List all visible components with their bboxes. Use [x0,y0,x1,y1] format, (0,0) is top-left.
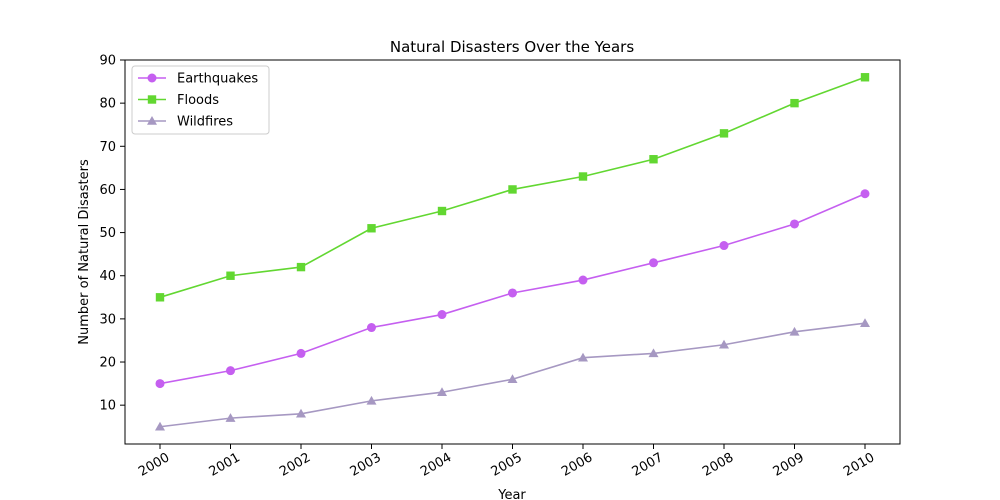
x-tick-label: 2009 [771,450,807,480]
y-tick-label: 40 [99,269,116,284]
legend-box [131,65,270,135]
data-point-earthquakes [790,219,799,229]
data-point-earthquakes [226,366,235,376]
x-tick-label: 2010 [841,450,877,480]
legend-item-floods: Floods [138,93,219,108]
x-tick-label: 2005 [489,450,525,480]
data-point-wildfires [296,408,306,418]
data-point-floods [296,262,306,272]
data-point-earthquakes [437,310,447,320]
y-axis: 10 20 30 40 50 60 70 80 90 [99,54,125,414]
data-point-wildfires [578,352,588,362]
y-tick-label: 80 [99,97,116,112]
data-point-earthquakes [649,258,658,268]
data-point-wildfires [789,326,800,336]
y-tick-label: 90 [99,54,116,69]
data-point-wildfires [648,348,659,358]
series-floods [155,73,870,302]
series-earthquakes [155,189,870,389]
x-axis: 2000 2001 2002 2003 2004 2005 2006 2007 2008 2009… [136,444,877,480]
x-tick-label: 2002 [277,450,313,480]
data-point-earthquakes [719,241,729,251]
legend-item-earthquakes: Earthquakes [138,72,258,87]
data-point-floods [508,185,517,194]
data-point-wildfires [719,339,729,349]
legend-swatch-marker [147,73,157,83]
legend-label: Wildfires [177,115,233,130]
data-point-floods [860,73,870,82]
data-point-floods [155,293,165,302]
x-tick-label: 2008 [700,450,736,480]
data-point-floods [790,98,799,108]
y-tick-label: 70 [99,140,116,155]
data-point-floods [226,271,235,280]
data-point-earthquakes [508,288,517,298]
y-tick-label: 20 [99,356,116,371]
x-tick-label: 2006 [559,450,595,480]
data-point-floods [437,206,447,216]
data-point-earthquakes [155,379,165,389]
data-point-wildfires [860,318,870,327]
x-axis-label: Year [497,488,526,500]
data-point-floods [719,129,729,138]
data-point-wildfires [225,413,236,422]
data-point-floods [649,155,658,164]
data-point-floods [578,172,588,181]
y-tick-label: 60 [99,183,116,198]
x-tick-label: 2001 [207,450,243,480]
data-point-earthquakes [296,348,306,358]
y-axis-label: Number of Natural Disasters [77,159,92,345]
series-wildfires [155,318,870,431]
series-layer [155,73,870,431]
y-tick-label: 50 [99,226,116,241]
data-point-wildfires [507,374,518,384]
x-tick-label: 2004 [418,450,454,480]
data-point-earthquakes [578,275,588,285]
legend-item-wildfires: Wildfires [138,115,233,130]
y-tick-label: 10 [99,399,116,414]
data-point-wildfires [366,395,377,405]
legend-label: Earthquakes [177,72,258,87]
chart-title: Natural Disasters Over the Years [390,38,634,56]
x-tick-label: 2007 [630,450,666,480]
x-tick-label: 2000 [136,450,172,480]
y-tick-label: 30 [99,312,116,327]
legend-swatch-marker [147,116,157,125]
data-point-wildfires [155,421,165,431]
data-point-earthquakes [860,189,870,199]
data-point-wildfires [437,387,447,396]
legend-swatch-marker [147,95,157,104]
legend: Earthquakes Floods Wildfires [131,65,270,135]
data-point-floods [367,224,376,233]
x-tick-label: 2003 [348,450,384,480]
data-point-earthquakes [367,323,376,333]
legend-label: Floods [177,93,219,108]
